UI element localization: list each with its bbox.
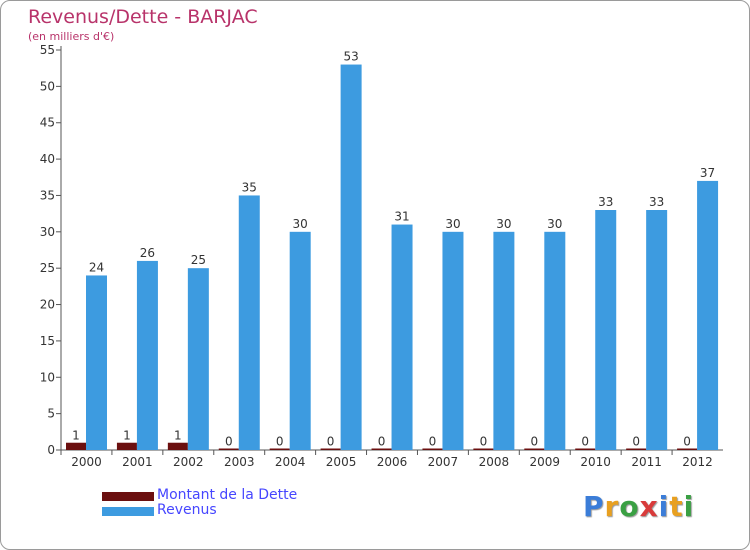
data-label-revenue: 30: [445, 217, 460, 231]
data-label-revenue: 33: [649, 195, 664, 209]
data-label-revenue: 30: [293, 217, 308, 231]
data-label-revenue: 37: [700, 166, 715, 180]
data-label-debt: 0: [378, 435, 386, 449]
legend-swatch-debt: [102, 492, 154, 501]
x-tick-label: 2004: [275, 455, 306, 469]
data-label-debt: 0: [225, 435, 233, 449]
y-tick-label: 25: [40, 261, 55, 275]
x-tick-label: 2006: [377, 455, 408, 469]
logo-letter: i: [658, 490, 670, 523]
data-label-debt: 0: [632, 435, 640, 449]
x-tick-label: 2011: [631, 455, 662, 469]
bar-debt: [575, 448, 596, 450]
bar-debt: [371, 448, 392, 450]
legend-swatch-revenue: [102, 507, 154, 516]
y-tick-label: 35: [40, 188, 55, 202]
y-tick-label: 50: [40, 79, 55, 93]
y-tick-label: 20: [40, 298, 55, 312]
bar-revenue: [289, 231, 311, 450]
bar-revenue: [697, 180, 719, 450]
bar-debt: [167, 442, 188, 450]
logo-letter: r: [604, 490, 620, 523]
data-label-revenue: 24: [89, 260, 104, 274]
bar-revenue: [646, 210, 668, 450]
bar-debt: [626, 448, 647, 450]
data-label-revenue: 30: [547, 217, 562, 231]
data-label-debt: 1: [174, 429, 182, 443]
x-tick-label: 2010: [580, 455, 611, 469]
data-label-debt: 0: [530, 435, 538, 449]
y-tick-label: 40: [40, 152, 55, 166]
data-label-debt: 0: [276, 435, 284, 449]
bar-revenue: [136, 260, 158, 450]
logo-letter: P: [583, 490, 605, 523]
bar-revenue: [340, 64, 362, 450]
data-label-revenue: 30: [496, 217, 511, 231]
x-tick-label: 2008: [479, 455, 510, 469]
bar-debt: [320, 448, 341, 450]
bar-revenue: [595, 210, 617, 450]
logo-letter: x: [639, 490, 659, 523]
x-tick-label: 2001: [122, 455, 153, 469]
bar-debt: [269, 448, 290, 450]
data-label-debt: 0: [480, 435, 488, 449]
bar-revenue: [493, 231, 515, 450]
logo-letter: t: [669, 490, 684, 523]
bar-debt: [66, 442, 86, 450]
bar-revenue: [544, 231, 566, 450]
x-tick-label: 2007: [428, 455, 459, 469]
bar-debt: [473, 448, 494, 450]
data-label-revenue: 26: [140, 246, 155, 260]
bar-debt: [116, 442, 137, 450]
x-tick-label: 2012: [682, 455, 713, 469]
y-tick-label: 0: [47, 443, 55, 457]
legend-label-debt: Montant de la Dette: [157, 487, 298, 503]
data-label-debt: 0: [581, 435, 589, 449]
bar-revenue: [86, 275, 107, 450]
bar-revenue: [391, 224, 413, 450]
data-label-debt: 0: [429, 435, 437, 449]
data-label-debt: 1: [123, 429, 131, 443]
legend-label-revenue: Revenus: [157, 502, 217, 518]
x-tick-label: 2009: [529, 455, 560, 469]
data-label-revenue: 31: [394, 210, 409, 224]
x-tick-label: 2003: [224, 455, 255, 469]
chart-title: Revenus/Dette - BARJAC: [28, 6, 258, 28]
data-label-revenue: 35: [242, 180, 257, 194]
bar-debt: [422, 448, 443, 450]
x-tick-label: 2005: [326, 455, 357, 469]
x-tick-label: 2002: [173, 455, 204, 469]
y-tick-label: 15: [40, 334, 55, 348]
bar-revenue: [442, 231, 464, 450]
data-label-revenue: 53: [343, 50, 358, 64]
x-tick-label: 2000: [71, 455, 102, 469]
data-label-revenue: 33: [598, 195, 613, 209]
bar-revenue: [238, 195, 260, 450]
bar-debt: [677, 448, 698, 450]
logo-letter: i: [683, 490, 695, 523]
bar-debt: [218, 448, 239, 450]
y-tick-label: 10: [40, 370, 55, 384]
data-label-debt: 1: [72, 429, 80, 443]
logo-letter: o: [619, 490, 640, 523]
chart-subtitle: (en milliers d'€): [28, 30, 115, 43]
y-tick-label: 45: [40, 116, 55, 130]
data-label-revenue: 25: [191, 253, 206, 267]
proxiti-logo: Proxiti: [583, 490, 694, 523]
bar-revenue: [187, 268, 209, 450]
y-tick-label: 55: [40, 43, 55, 57]
y-tick-label: 30: [40, 225, 55, 239]
data-label-debt: 0: [683, 435, 691, 449]
data-label-debt: 0: [327, 435, 335, 449]
y-tick-label: 5: [47, 407, 55, 421]
bar-debt: [524, 448, 545, 450]
